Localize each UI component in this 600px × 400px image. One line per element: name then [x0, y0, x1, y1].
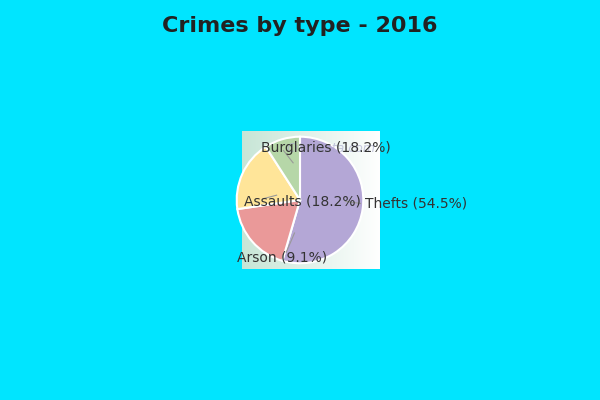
Wedge shape [266, 137, 300, 200]
Text: Crimes by type - 2016: Crimes by type - 2016 [162, 16, 438, 36]
Wedge shape [283, 137, 363, 263]
Text: City-Data.com: City-Data.com [287, 142, 376, 155]
Wedge shape [237, 147, 300, 209]
Text: Assaults (18.2%): Assaults (18.2%) [244, 194, 361, 208]
Text: Arson (9.1%): Arson (9.1%) [237, 250, 327, 264]
Text: Thefts (54.5%): Thefts (54.5%) [365, 196, 467, 210]
Wedge shape [238, 200, 300, 261]
Text: Burglaries (18.2%): Burglaries (18.2%) [261, 141, 391, 155]
